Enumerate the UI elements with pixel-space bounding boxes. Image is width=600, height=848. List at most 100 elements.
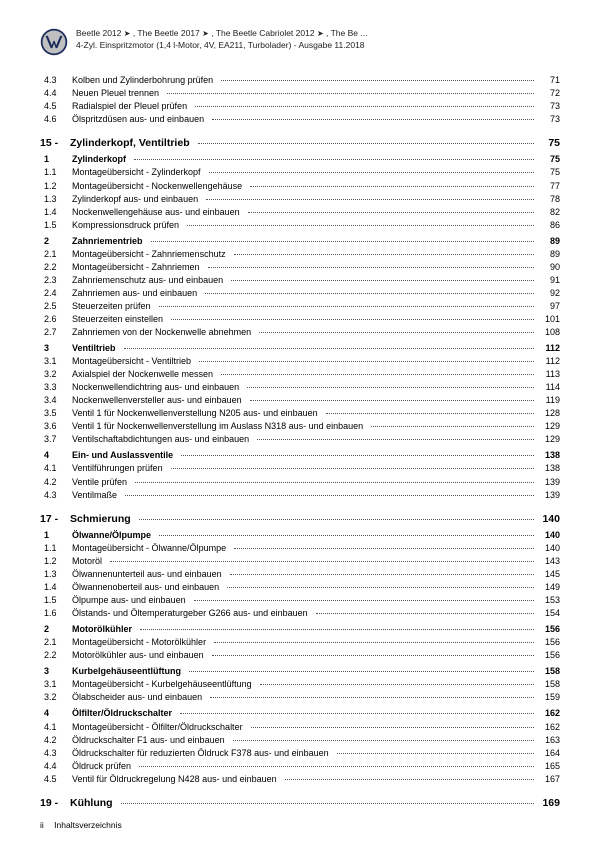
toc-leader-dots xyxy=(221,80,534,81)
toc-row: 4.1Ventilführungen prüfen138 xyxy=(40,462,560,475)
vw-logo-icon xyxy=(40,28,68,56)
toc-row: 3.6Ventil 1 für Nockenwellenverstellung … xyxy=(40,420,560,433)
header-model-4: , The Be ... xyxy=(326,28,367,38)
toc-page: 97 xyxy=(538,300,560,313)
toc-row: 1.5Kompressionsdruck prüfen 86 xyxy=(40,219,560,232)
toc-leader-dots xyxy=(171,319,534,320)
toc-label: Axialspiel der Nockenwelle messen xyxy=(72,368,217,381)
toc-number: 4.3 xyxy=(40,747,72,760)
toc-label: Kompressionsdruck prüfen xyxy=(72,219,183,232)
toc-page: 138 xyxy=(538,449,560,462)
toc-label: Radialspiel der Pleuel prüfen xyxy=(72,100,191,113)
toc-leader-dots xyxy=(230,574,534,575)
toc-label: Öldruck prüfen xyxy=(72,760,135,773)
toc-page: 90 xyxy=(538,261,560,274)
toc-number: 2.6 xyxy=(40,313,72,326)
toc-row: 4.3Kolben und Zylinderbohrung prüfen71 xyxy=(40,74,560,87)
toc-leader-dots xyxy=(248,212,534,213)
table-of-contents: 4.3Kolben und Zylinderbohrung prüfen71 4.… xyxy=(40,74,560,811)
toc-row: 2Zahnriementrieb89 xyxy=(40,235,560,248)
toc-leader-dots xyxy=(135,482,534,483)
toc-number: 1.2 xyxy=(40,180,72,193)
toc-row: 4Ein- und Auslassventile138 xyxy=(40,449,560,462)
toc-number: 3.1 xyxy=(40,678,72,691)
toc-page: 156 xyxy=(538,636,560,649)
toc-label: Ölpumpe aus- und einbauen xyxy=(72,594,190,607)
header-model-1: Beetle 2012 xyxy=(76,28,121,38)
toc-page: 140 xyxy=(538,512,560,527)
toc-label: Ventilführungen prüfen xyxy=(72,462,167,475)
toc-page: 86 xyxy=(538,219,560,232)
toc-row: 3.3Nockenwellendichtring aus- und einbau… xyxy=(40,381,560,394)
toc-number: 2.1 xyxy=(40,248,72,261)
toc-row: 1Ölwanne/Ölpumpe140 xyxy=(40,529,560,542)
toc-row: 1.3Ölwannenunterteil aus- und einbauen14… xyxy=(40,568,560,581)
toc-leader-dots xyxy=(316,613,534,614)
toc-leader-dots xyxy=(257,439,534,440)
toc-number: 1.5 xyxy=(40,594,72,607)
toc-page: 82 xyxy=(538,206,560,219)
toc-page: 92 xyxy=(538,287,560,300)
toc-row: 3.2Axialspiel der Nockenwelle messen113 xyxy=(40,368,560,381)
toc-page: 138 xyxy=(538,462,560,475)
toc-leader-dots xyxy=(250,400,534,401)
toc-row: 2.1Montageübersicht - Zahnriemenschutz89 xyxy=(40,248,560,261)
toc-number: 1.3 xyxy=(40,568,72,581)
toc-label: Ölwannenunterteil aus- und einbauen xyxy=(72,568,226,581)
toc-page: 156 xyxy=(538,623,560,636)
toc-leader-dots xyxy=(187,225,534,226)
toc-leader-dots xyxy=(285,779,534,780)
toc-number: 4.4 xyxy=(40,760,72,773)
toc-label: Nockenwellengehäuse aus- und einbauen xyxy=(72,206,244,219)
toc-label: Ventilmaße xyxy=(72,489,121,502)
toc-row: 1.3Zylinderkopf aus- und einbauen78 xyxy=(40,193,560,206)
toc-leader-dots xyxy=(260,684,534,685)
toc-row: 1.6Ölstands- und Öltemperaturgeber G266 … xyxy=(40,607,560,620)
toc-label: Kolben und Zylinderbohrung prüfen xyxy=(72,74,217,87)
toc-row: 1.2Montageübersicht - Nockenwellengehäus… xyxy=(40,180,560,193)
toc-number: 3.3 xyxy=(40,381,72,394)
toc-number: 2.2 xyxy=(40,649,72,662)
toc-number: 4.3 xyxy=(40,489,72,502)
toc-label: Montageübersicht - Ölfilter/Öldruckschal… xyxy=(72,721,247,734)
toc-leader-dots xyxy=(234,254,534,255)
toc-page: 129 xyxy=(538,420,560,433)
toc-leader-dots xyxy=(337,753,534,754)
toc-page: 158 xyxy=(538,665,560,678)
toc-leader-dots xyxy=(209,172,534,173)
toc-row: 3.1Montageübersicht - Ventiltrieb112 xyxy=(40,355,560,368)
toc-page: 73 xyxy=(538,100,560,113)
toc-number: 4.1 xyxy=(40,721,72,734)
toc-label: Zahnriementrieb xyxy=(72,235,147,248)
toc-page: 75 xyxy=(538,136,560,151)
toc-label: Schmierung xyxy=(70,512,135,527)
toc-number: 4.6 xyxy=(40,113,72,126)
toc-leader-dots xyxy=(214,642,534,643)
page-number-roman: ii xyxy=(40,820,44,830)
toc-label: Öldruckschalter F1 aus- und einbauen xyxy=(72,734,229,747)
toc-number: 4.5 xyxy=(40,100,72,113)
toc-page: 119 xyxy=(538,394,560,407)
toc-number: 1.5 xyxy=(40,219,72,232)
toc-leader-dots xyxy=(212,119,534,120)
toc-page: 139 xyxy=(538,489,560,502)
toc-row: 4.3Ventilmaße 139 xyxy=(40,489,560,502)
toc-leader-dots xyxy=(151,241,534,242)
toc-row: 4.3Öldruckschalter für reduzierten Öldru… xyxy=(40,747,560,760)
toc-label: Montageübersicht - Zahnriemen xyxy=(72,261,204,274)
toc-leader-dots xyxy=(167,93,534,94)
toc-row: 3.1Montageübersicht - Kurbelgehäuseentlü… xyxy=(40,678,560,691)
toc-leader-dots xyxy=(227,587,534,588)
toc-page: 112 xyxy=(538,355,560,368)
toc-label: Steuerzeiten prüfen xyxy=(72,300,155,313)
toc-number: 17 - xyxy=(40,512,70,527)
toc-page: 162 xyxy=(538,721,560,734)
toc-page: 77 xyxy=(538,180,560,193)
toc-label: Öldruckschalter für reduzierten Öldruck … xyxy=(72,747,333,760)
toc-number: 3 xyxy=(40,665,72,678)
toc-page: 89 xyxy=(538,235,560,248)
arrow-icon: ➤ xyxy=(317,29,324,38)
toc-label: Zahnriemenschutz aus- und einbauen xyxy=(72,274,227,287)
header-text: Beetle 2012 ➤ , The Beetle 2017 ➤ , The … xyxy=(76,28,367,51)
toc-leader-dots xyxy=(125,495,534,496)
